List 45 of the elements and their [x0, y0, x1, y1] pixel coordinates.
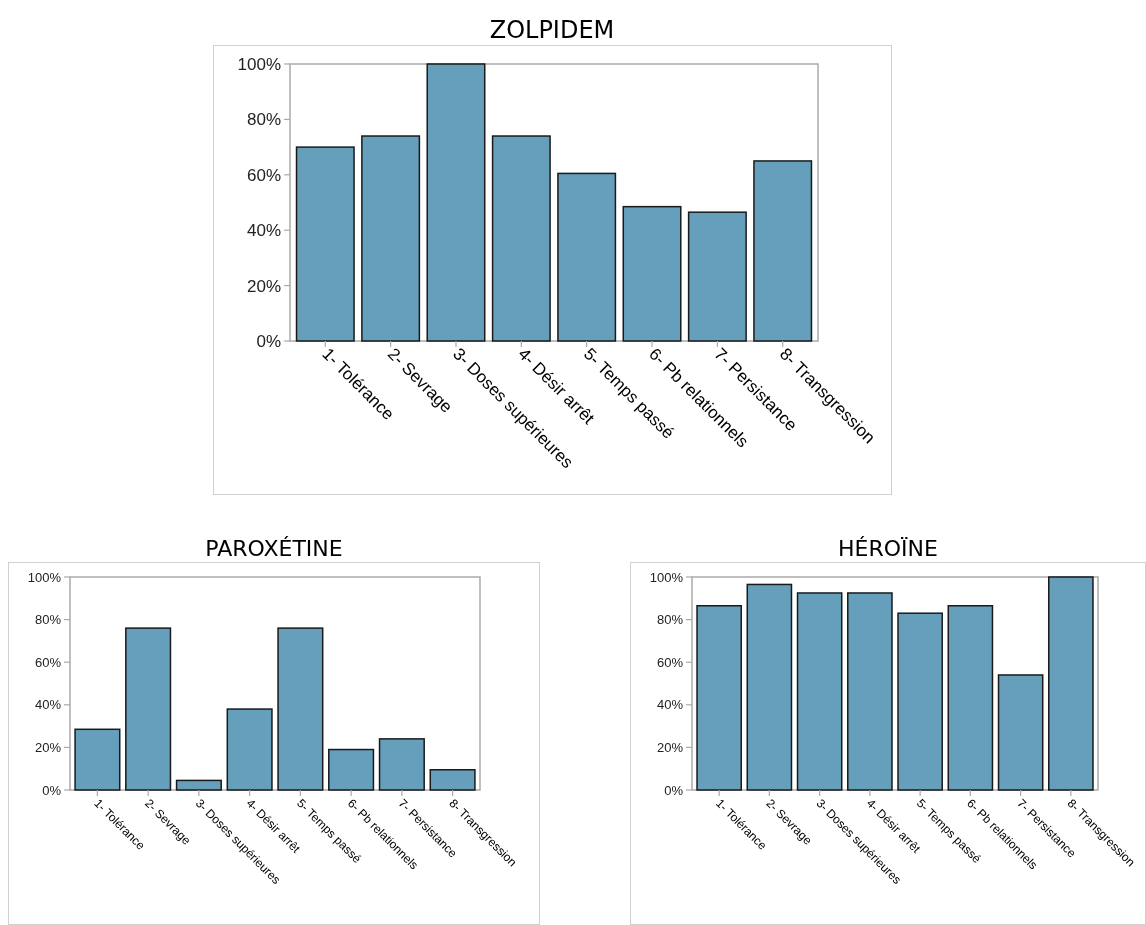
y-tick-label: 20% — [246, 276, 281, 296]
y-tick-label: 80% — [246, 110, 281, 130]
bar — [1048, 576, 1094, 791]
bar — [277, 627, 324, 791]
y-tick-label: 0% — [256, 331, 281, 351]
bar — [74, 728, 121, 791]
bar — [897, 612, 943, 791]
y-tick-label: 20% — [34, 739, 62, 755]
y-tick-label: 20% — [656, 739, 684, 755]
bar — [426, 63, 486, 342]
y-tick-label: 60% — [246, 165, 281, 185]
chart-title: PAROXÉTINE — [205, 536, 343, 561]
y-tick-label: 100% — [649, 569, 684, 585]
y-tick-label: 100% — [27, 569, 62, 585]
bar — [491, 135, 551, 342]
y-tick-label: 40% — [656, 697, 684, 713]
bar — [696, 605, 742, 791]
y-tick-label: 0% — [664, 782, 684, 798]
y-tick-label: 60% — [34, 654, 62, 670]
bar — [378, 738, 425, 791]
bar — [997, 674, 1044, 791]
y-tick-label: 80% — [34, 612, 62, 628]
bar — [622, 205, 682, 342]
y-tick-label: 0% — [42, 782, 62, 798]
bar — [125, 627, 172, 791]
bar — [328, 748, 375, 791]
bar — [295, 146, 355, 342]
bar — [429, 769, 476, 791]
bar — [226, 708, 273, 791]
bar — [175, 779, 222, 791]
bar — [361, 135, 421, 342]
y-tick-label: 40% — [246, 221, 281, 241]
y-tick-label: 60% — [656, 654, 684, 670]
y-tick-label: 40% — [34, 697, 62, 713]
chart-title: HÉROÏNE — [838, 536, 938, 561]
y-tick-label: 80% — [656, 612, 684, 628]
bar — [947, 605, 994, 791]
y-tick-label: 100% — [237, 54, 281, 74]
bar — [687, 211, 747, 342]
bar — [557, 172, 617, 342]
chart-title: ZOLPIDEM — [489, 16, 615, 44]
bar — [746, 583, 793, 791]
bar — [753, 160, 813, 342]
bar — [847, 592, 893, 791]
bar — [796, 592, 843, 791]
